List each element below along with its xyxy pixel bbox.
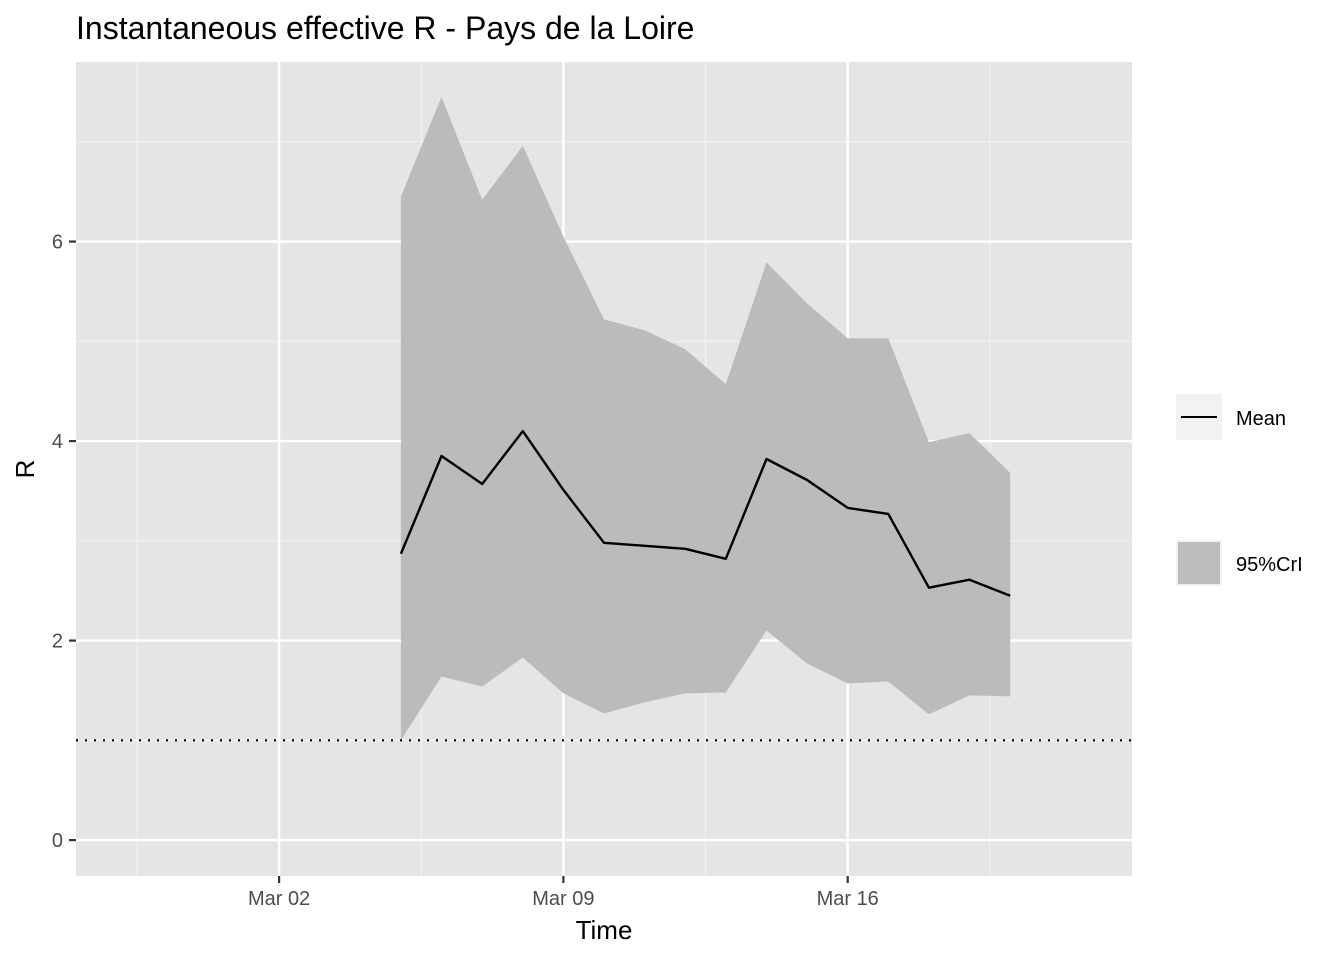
x-axis-title: Time bbox=[576, 915, 633, 945]
y-axis: 0 2 4 6 bbox=[52, 232, 76, 852]
y-tick-label: 6 bbox=[52, 232, 63, 254]
x-tick-label: Mar 09 bbox=[532, 888, 594, 910]
plot-panel bbox=[76, 62, 1132, 876]
legend-key-ci-swatch bbox=[1178, 542, 1220, 584]
legend-label-ci: 95%CrI bbox=[1236, 554, 1303, 576]
mean-line bbox=[399, 429, 1011, 597]
chart-title: Instantaneous effective R - Pays de la L… bbox=[76, 10, 694, 46]
y-axis-title: R bbox=[10, 460, 40, 479]
x-axis: Mar 02 Mar 09 Mar 16 bbox=[248, 876, 879, 910]
legend: Mean 95%CrI bbox=[1176, 394, 1303, 586]
y-tick-label: 2 bbox=[52, 631, 63, 653]
x-tick-label: Mar 02 bbox=[248, 888, 310, 910]
y-tick-label: 0 bbox=[52, 830, 63, 852]
y-tick-label: 4 bbox=[52, 431, 63, 453]
legend-label-mean: Mean bbox=[1236, 408, 1286, 430]
x-tick-label: Mar 16 bbox=[817, 888, 879, 910]
ci-ribbon bbox=[400, 96, 1011, 741]
